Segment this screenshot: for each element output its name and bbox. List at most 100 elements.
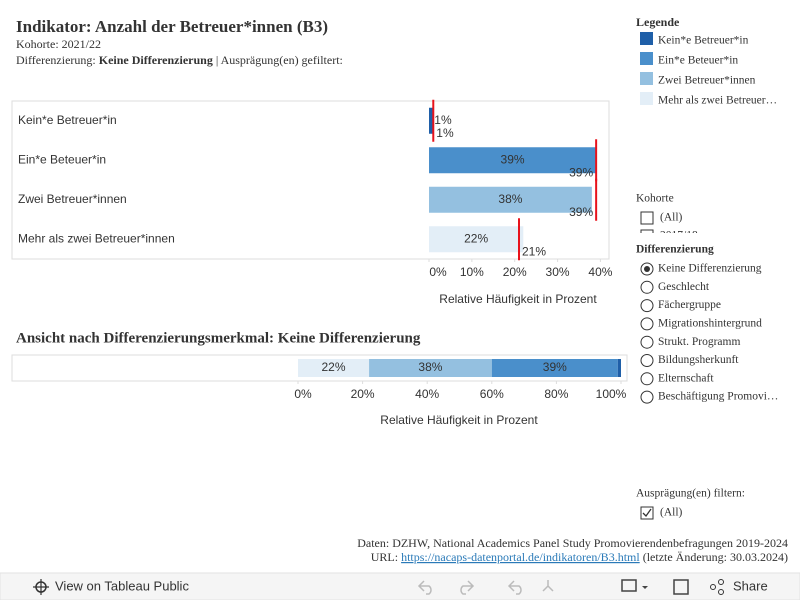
category-label: Mehr als zwei Betreuer*innen [18, 231, 175, 245]
view-button[interactable]: View on Tableau Public [33, 578, 189, 595]
checkbox[interactable] [640, 229, 654, 242]
legend-label: Mehr als zwei Betreuer… [658, 95, 777, 107]
download[interactable] [621, 579, 637, 592]
x-tick-label: 0% [294, 387, 312, 401]
x-tick-label: 80% [544, 387, 568, 401]
legend-swatch [640, 32, 653, 45]
filter-info: Differenzierung: Keine Differenzierung |… [16, 53, 343, 67]
checkbox[interactable] [640, 211, 654, 225]
x-tick-label: 10% [460, 265, 484, 279]
x-tick-label: 40% [588, 265, 612, 279]
view-label: View on Tableau Public [55, 578, 189, 593]
category-label: Zwei Betreuer*innen [18, 192, 127, 206]
filter-prefix: Differenzierung: [16, 53, 96, 67]
legend-title: Legende [636, 15, 680, 29]
dropdown[interactable] [642, 586, 648, 589]
radio-label: Strukt. Programm [658, 336, 740, 348]
radio-label: Fächergruppe [658, 299, 721, 311]
share-label: Share [733, 578, 768, 593]
icon [33, 579, 49, 595]
value-label: 22% [464, 231, 488, 245]
value-label: 1% [434, 113, 452, 127]
subtitle: Kohorte: 2021/22 [16, 37, 101, 51]
filter-option: (All) [660, 507, 683, 519]
sidebar: Kohorte (All) 2017/18 Differenzierung Keine … [636, 193, 778, 520]
chart-1: 0% 10% 20% 30% 40% Relative Häufigkeit in Pro… [11, 99, 613, 306]
legend-label: Zwei Betreuer*innen [658, 75, 756, 87]
legend-label: Kein*e Betreuer*in [658, 35, 749, 47]
filter-title: Kohorte [636, 193, 674, 205]
filter-title: Differenzierung [636, 244, 714, 256]
bar [429, 107, 434, 134]
x-tick-label: 60% [480, 387, 504, 401]
x-tick-label: 20% [503, 265, 527, 279]
value-label: 38% [418, 360, 442, 374]
title: Indikator: Anzahl der Betreuer*innen (B3… [16, 17, 328, 36]
filter-option: (All) [660, 212, 683, 224]
url-line: URL: https://nacaps-datenportal.de/indik… [371, 550, 788, 564]
source: Daten: DZHW, National Academics Panel St… [357, 536, 788, 550]
url-suffix: (letzte Änderung: 30.03.2024) [643, 550, 788, 564]
radio[interactable] [640, 317, 654, 331]
legend-label: Ein*e Beteuer*in [658, 55, 738, 67]
filter-option: 2017/18 [660, 230, 698, 242]
bar-segment [491, 359, 618, 377]
x-tick-label: 40% [415, 387, 439, 401]
icon [718, 579, 724, 585]
bar [429, 147, 597, 174]
radio[interactable] [640, 335, 654, 349]
icon [718, 589, 724, 595]
bar [429, 186, 592, 213]
radio[interactable] [640, 299, 654, 313]
footer: Daten: DZHW, National Academics Panel St… [357, 536, 788, 564]
legend-swatch [640, 92, 653, 105]
x-tick-label: 0% [429, 265, 447, 279]
filter-value: Keine Differenzierung [99, 53, 213, 67]
undo[interactable] [417, 580, 432, 595]
redo[interactable] [460, 580, 475, 595]
x-axis-label: Relative Häufigkeit in Prozent [380, 413, 538, 427]
share-button[interactable]: Share [710, 578, 768, 595]
checkbox[interactable] [640, 506, 654, 520]
radio[interactable] [640, 354, 654, 367]
radio[interactable] [640, 280, 654, 294]
value-label: 22% [322, 360, 346, 374]
checkmark [642, 508, 652, 518]
revert[interactable] [507, 580, 522, 595]
toolbar-bg [0, 572, 800, 600]
filter-suffix: | Ausprägung(en) gefiltert: [216, 53, 343, 67]
radio[interactable] [640, 372, 654, 386]
filter-title: Ausprägung(en) filtern: [636, 488, 745, 500]
pane [11, 354, 628, 382]
bar-segment [369, 359, 492, 377]
fullscreen[interactable] [673, 579, 689, 595]
refresh[interactable] [542, 580, 554, 592]
radio[interactable] [640, 390, 654, 404]
bar-segment [298, 359, 370, 377]
value-label: 39% [501, 152, 525, 166]
reference-label: 21% [522, 244, 546, 258]
x-tick-label: 30% [546, 265, 570, 279]
legend-swatch [640, 72, 653, 85]
url-prefix: URL: [371, 550, 398, 564]
bar-segment [617, 359, 621, 377]
x-tick-label: 100% [596, 387, 627, 401]
toolbar: View on Tableau Public Share [0, 572, 800, 600]
radio-label: Beschäftigung Promovi… [658, 391, 778, 403]
x-axis-label: Relative Häufigkeit in Prozent [439, 292, 597, 306]
radio-label: Elternschaft [658, 372, 714, 384]
filter-options: (All) 2017/18 [640, 211, 698, 242]
value-label: 39% [543, 360, 567, 374]
url-link[interactable]: https://nacaps-datenportal.de/indikatore… [401, 550, 640, 564]
radio-dot [644, 266, 650, 272]
radio-label: Bildungsherkunft [658, 354, 739, 366]
icon [710, 584, 716, 590]
category-label: Ein*e Beteuer*in [18, 152, 106, 166]
bar [429, 226, 524, 253]
x-tick-label: 20% [351, 387, 375, 401]
radio-label: Migrationshintergrund [658, 318, 762, 330]
value-label: 38% [498, 192, 522, 206]
reference-label: 1% [436, 126, 454, 140]
legend-swatch [640, 52, 653, 65]
